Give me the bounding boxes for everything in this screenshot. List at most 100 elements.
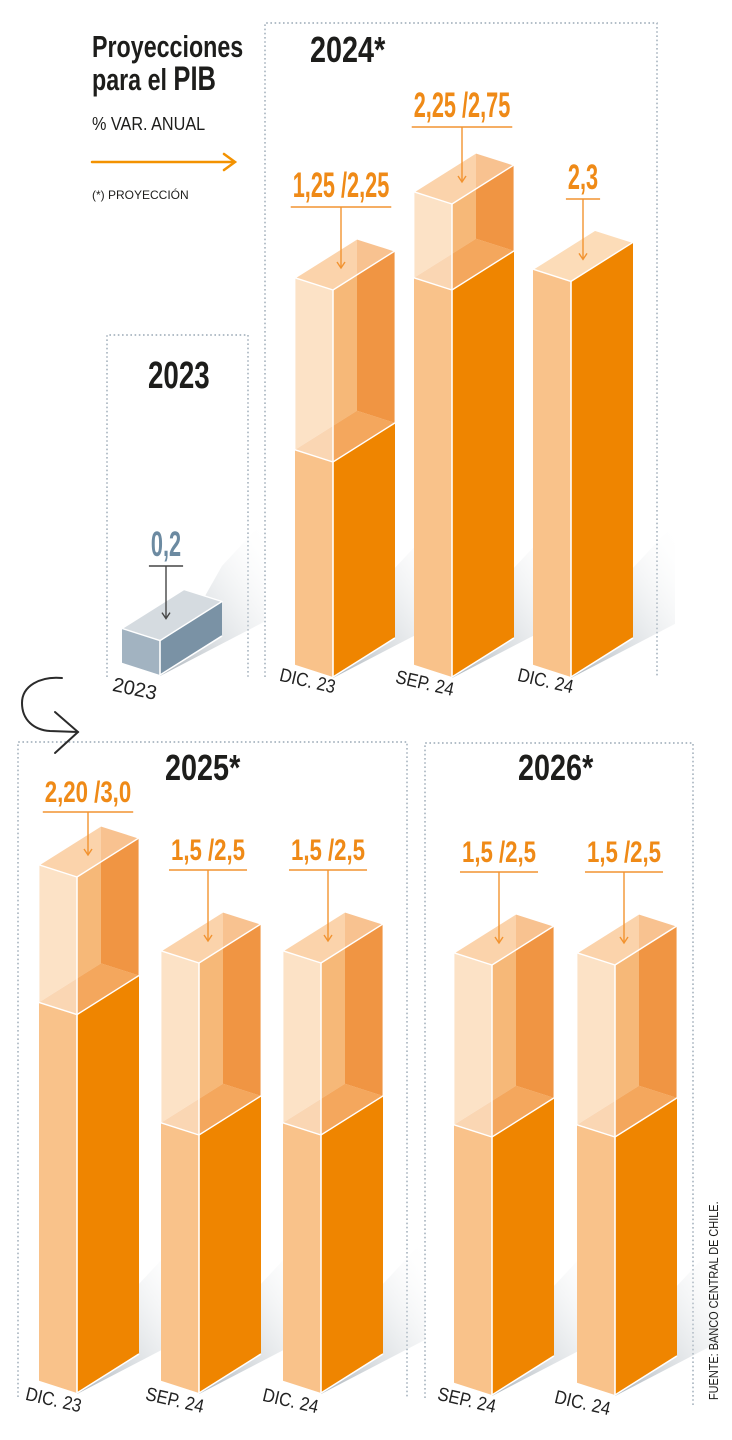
bar-left-face: [161, 1122, 199, 1393]
bar-left-face: [122, 628, 160, 675]
chart-title-line-1: Proyecciones: [92, 29, 244, 64]
bar-top-edge: [121, 588, 223, 642]
arrow-down-icon: [619, 936, 629, 945]
value-label: 1,25 /2,25: [292, 166, 390, 205]
range-left-face: [454, 952, 492, 1137]
arrow-down-icon: [336, 261, 346, 270]
range-top-edge: [453, 913, 555, 966]
bar-2025-dic-24: [282, 911, 384, 1394]
panel-title-2025: 2025*: [165, 747, 241, 788]
range-back-right-face: [357, 238, 395, 423]
bar-bottom-edge: [198, 1353, 262, 1394]
range-right-face: [492, 925, 554, 1137]
value-label: 1,5 /2,5: [290, 834, 366, 867]
value-leader: [168, 869, 248, 943]
range-back-right-face: [345, 911, 383, 1096]
bar-left-face: [39, 1002, 77, 1393]
bar-left-face: [577, 1124, 615, 1395]
bar-bottom-edge: [491, 1355, 555, 1396]
range-back-right-face: [223, 911, 261, 1096]
range-left-face: [161, 950, 199, 1135]
chart-subtitle: % VAR. ANUAL: [92, 114, 206, 134]
bar-bottom-edge: [451, 637, 515, 678]
bar-top-face: [122, 589, 222, 641]
range-right-face: [77, 837, 139, 1015]
chart-title-line-2: para el PIB: [92, 62, 216, 96]
range-left-face: [295, 277, 333, 462]
bar-bottom-edge: [332, 637, 396, 678]
source-note: FUENTE: BANCO CENTRAL DE CHILE.: [706, 1201, 721, 1400]
value-leader: [459, 871, 539, 945]
value-label: 1,5 /2,5: [170, 834, 246, 867]
curved-arrow-icon: [20, 676, 80, 754]
range-left-face: [283, 950, 321, 1135]
panel-frame-2024: [264, 22, 658, 677]
bar-right-face: [333, 422, 395, 677]
range-top-edge: [160, 911, 262, 964]
bar-left-face: [533, 269, 571, 677]
panel-frame-2023: [106, 334, 249, 677]
range-top-face: [454, 913, 554, 965]
range-right-face: [452, 164, 514, 290]
bar-left-face: [454, 1124, 492, 1395]
title-arrow-icon: [90, 152, 238, 172]
range-top-face: [39, 825, 139, 877]
bar-2026-dic-24: [576, 913, 678, 1396]
value-leader: [290, 206, 392, 270]
value-leaders: [42, 126, 664, 945]
panel-title-2024: 2024*: [310, 29, 386, 70]
range-left-face: [577, 952, 615, 1137]
range-right-face: [615, 925, 677, 1137]
bar-2024-dic-24: [532, 229, 634, 678]
value-label: 0,2: [150, 525, 182, 564]
range-top-edge: [38, 825, 140, 878]
bar-left-face: [283, 1122, 321, 1393]
value-label: 1,5 /2,5: [586, 836, 662, 869]
value-leader: [411, 126, 513, 184]
value-label: 1,5 /2,5: [461, 836, 537, 869]
value-label: 2,20 /3,0: [44, 776, 132, 809]
value-label: 2,25 /2,75: [413, 86, 511, 125]
panel-title-2026: 2026*: [518, 747, 594, 788]
projection-note: (*) PROYECCIÓN: [92, 188, 189, 202]
arrow-down-icon: [161, 612, 171, 620]
arrow-down-icon: [457, 175, 467, 184]
bar-2025-sep-24: [160, 911, 262, 1394]
value-leader: [565, 198, 601, 261]
bar-bottom-edge: [159, 635, 223, 676]
bar-2023-2023: [121, 588, 223, 676]
bar-bottom-edge: [320, 1353, 384, 1394]
bar-left-face: [295, 449, 333, 677]
value-leader: [148, 565, 184, 620]
arrow-down-icon: [203, 934, 213, 943]
range-back-right-face: [639, 913, 677, 1098]
panel-frame-2025: [17, 741, 408, 1397]
bar-2024-sep-24: [413, 152, 515, 678]
chart-title-prefix: para el: [92, 62, 167, 97]
bar-right-face: [571, 242, 633, 678]
range-right-face: [321, 923, 383, 1135]
range-back-right-face: [516, 913, 554, 1098]
range-top-face: [283, 911, 383, 963]
bar-2026-sep-24: [453, 913, 555, 1396]
range-top-edge: [282, 911, 384, 964]
range-top-face: [295, 238, 395, 290]
range-back-right-face: [101, 825, 139, 976]
arrow-down-icon: [494, 936, 504, 945]
bar-top-edge: [532, 229, 634, 283]
bar-right-face: [452, 250, 514, 677]
bar-right-face: [77, 975, 139, 1393]
bar-right-face: [615, 1097, 677, 1395]
bar-bottom-edge: [570, 637, 634, 678]
bar-right-face: [199, 1095, 261, 1393]
chart-title-emphasis: PIB: [173, 60, 216, 98]
bar-right-face: [492, 1097, 554, 1395]
arrow-down-icon: [578, 253, 588, 261]
range-top-edge: [413, 152, 515, 205]
arrow-down-icon: [83, 848, 93, 857]
bar-right-face: [321, 1095, 383, 1393]
value-leader: [584, 871, 664, 945]
bar-left-face: [414, 277, 452, 677]
panel-title-2023: 2023: [148, 355, 210, 397]
